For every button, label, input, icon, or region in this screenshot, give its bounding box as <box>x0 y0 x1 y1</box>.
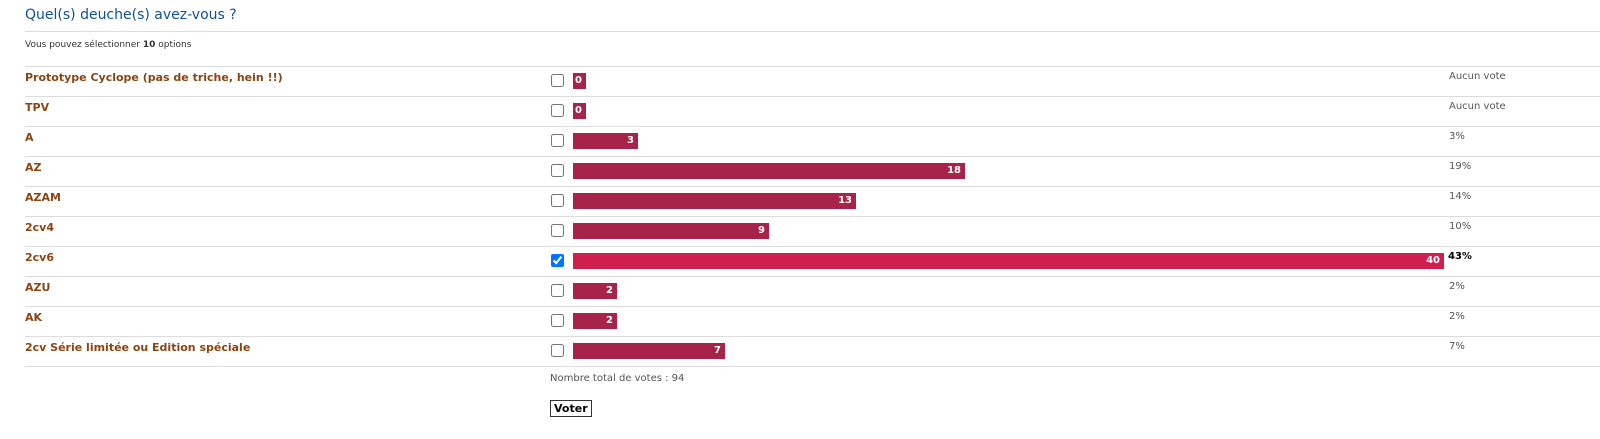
poll-option-checkbox[interactable] <box>551 104 564 117</box>
poll-option-label: AK <box>25 311 43 324</box>
divider <box>25 246 1600 247</box>
vote-percentage: Aucun vote <box>1449 71 1506 82</box>
poll-option-checkbox[interactable] <box>551 344 564 357</box>
vote-percentage: Aucun vote <box>1449 101 1506 112</box>
divider <box>25 156 1600 157</box>
vote-bar: 13 <box>573 193 856 209</box>
vote-bar: 0 <box>573 73 586 89</box>
total-votes: Nombre total de votes : 94 <box>550 373 685 384</box>
poll-option-row: 2cv6 40 43% <box>0 247 1600 277</box>
poll-option-label: 2cv6 <box>25 251 54 264</box>
divider <box>25 126 1600 127</box>
poll-option-label: AZAM <box>25 191 61 204</box>
poll-option-checkbox[interactable] <box>551 314 564 327</box>
vote-percentage: 10% <box>1449 221 1472 232</box>
poll-option-row: AZAM 13 14% <box>0 187 1600 217</box>
divider <box>25 96 1600 97</box>
vote-bar: 9 <box>573 223 769 239</box>
poll-option-checkbox[interactable] <box>551 284 564 297</box>
divider <box>25 66 1600 67</box>
vote-percentage: 43% <box>1448 251 1472 262</box>
poll-option-checkbox[interactable] <box>551 164 564 177</box>
divider <box>25 336 1600 337</box>
selection-max-count: 10 <box>142 40 156 50</box>
vote-percentage: 14% <box>1449 191 1472 202</box>
poll-option-checkbox[interactable] <box>551 224 564 237</box>
poll-option-row: Prototype Cyclope (pas de triche, hein !… <box>0 67 1600 97</box>
poll-option-row: TPV 0 Aucun vote <box>0 97 1600 127</box>
divider <box>25 31 1600 32</box>
vote-bar: 18 <box>573 163 965 179</box>
selection-hint: Vous pouvez sélectionner 10 options <box>25 40 192 50</box>
vote-bar: 2 <box>573 283 617 299</box>
poll-option-row: AK 2 2% <box>0 307 1600 337</box>
vote-bar: 7 <box>573 343 725 359</box>
poll-title: Quel(s) deuche(s) avez-vous ? <box>25 7 237 23</box>
vote-bar: 0 <box>573 103 586 119</box>
vote-bar: 2 <box>573 313 617 329</box>
divider <box>25 276 1600 277</box>
poll-option-checkbox[interactable] <box>551 254 564 267</box>
vote-percentage: 7% <box>1449 341 1465 352</box>
poll-option-row: A 3 3% <box>0 127 1600 157</box>
poll-option-label: AZU <box>25 281 51 294</box>
poll-option-checkbox[interactable] <box>551 74 564 87</box>
divider <box>25 366 1600 367</box>
divider <box>25 186 1600 187</box>
poll-option-row: AZU 2 2% <box>0 277 1600 307</box>
poll-option-label: Prototype Cyclope (pas de triche, hein !… <box>25 71 283 84</box>
poll-option-row: AZ 18 19% <box>0 157 1600 187</box>
vote-percentage: 2% <box>1449 281 1465 292</box>
poll-option-label: A <box>25 131 34 144</box>
divider <box>25 216 1600 217</box>
vote-percentage: 2% <box>1449 311 1465 322</box>
poll-option-label: TPV <box>25 101 50 114</box>
vote-bar: 3 <box>573 133 638 149</box>
poll-option-label: 2cv Série limitée ou Edition spéciale <box>25 341 251 354</box>
vote-bar: 40 <box>573 253 1444 269</box>
poll-option-label: 2cv4 <box>25 221 54 234</box>
vote-percentage: 19% <box>1449 161 1472 172</box>
vote-percentage: 3% <box>1449 131 1465 142</box>
divider <box>25 306 1600 307</box>
poll-option-label: AZ <box>25 161 42 174</box>
poll-option-row: 2cv4 9 10% <box>0 217 1600 247</box>
poll-option-checkbox[interactable] <box>551 134 564 147</box>
vote-button[interactable]: Voter <box>550 400 592 417</box>
poll-option-checkbox[interactable] <box>551 194 564 207</box>
poll-option-row: 2cv Série limitée ou Edition spéciale 7 7% <box>0 337 1600 367</box>
